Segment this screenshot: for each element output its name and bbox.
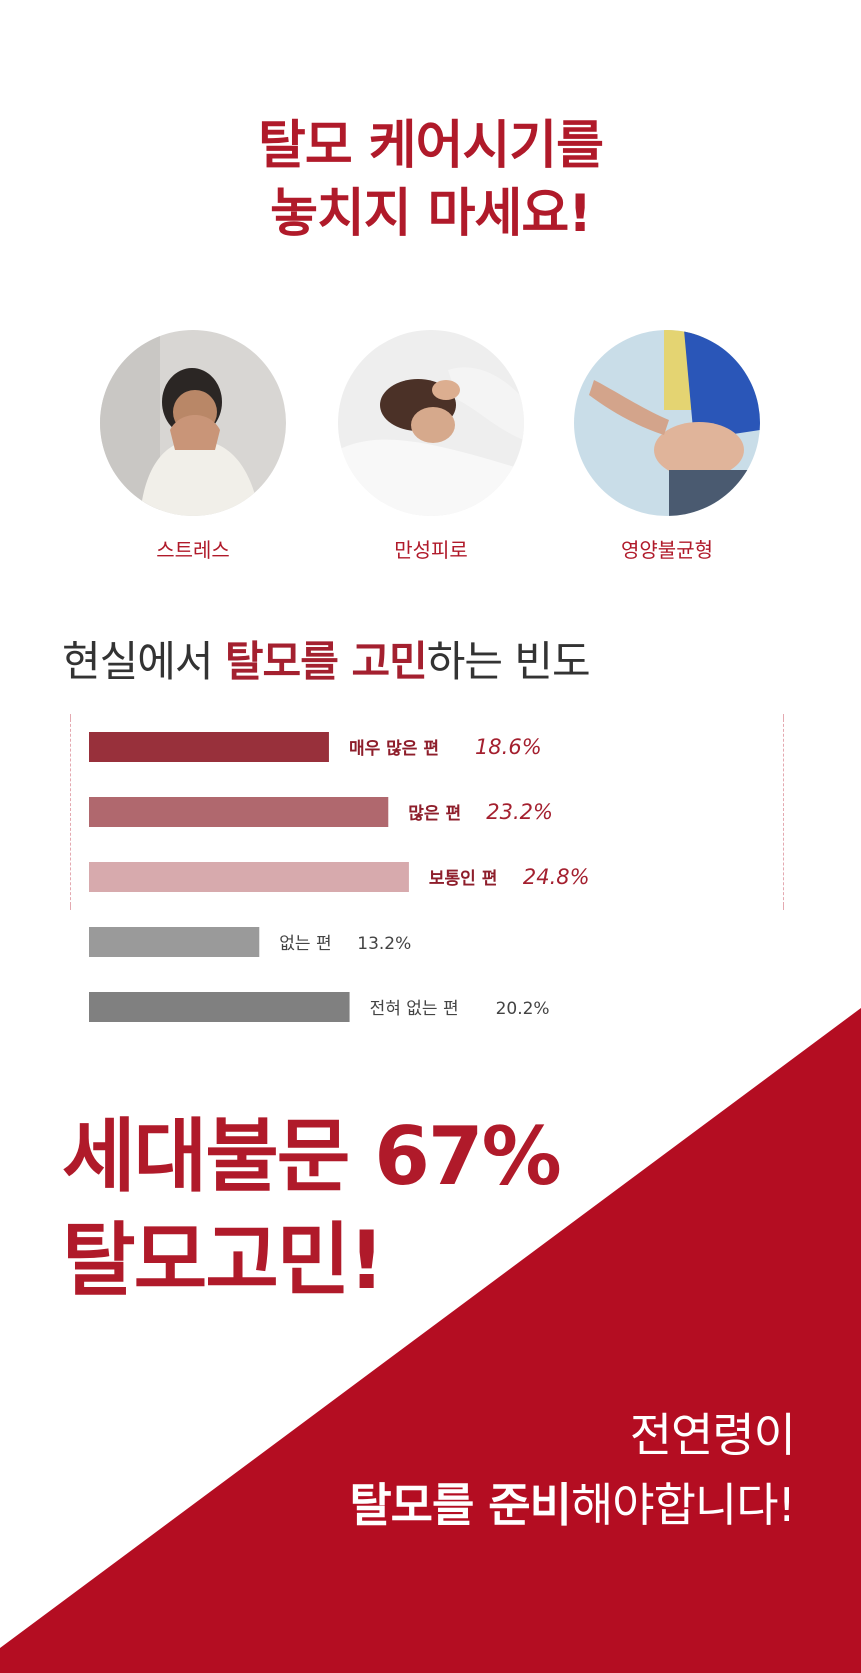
bar-category-label: 매우 많은 편 <box>349 739 439 759</box>
headline-line-2: 놓치지 마세요! <box>270 184 592 244</box>
cause-label: 스트레스 <box>156 538 230 562</box>
bar-1 <box>89 732 329 762</box>
frequency-title-part1: 현실에서 <box>62 637 225 686</box>
closing-line-1: 전연령이 <box>629 1408 796 1462</box>
belly-pinch-photo <box>574 330 760 516</box>
highlight-bracket <box>70 714 784 910</box>
headline: 탈모 케어시기를 놓치지 마세요! <box>0 112 861 248</box>
bar-5 <box>89 992 350 1022</box>
summary-line-1: 세대불문 67% <box>62 1110 562 1203</box>
bar-value-label: 18.6% <box>475 735 542 759</box>
bar-3 <box>89 862 409 892</box>
closing-text: 전연령이 탈모를 준비해야합니다! <box>349 1400 796 1540</box>
tired-woman-in-bed-photo <box>338 330 524 516</box>
bar-category-label: 많은 편 <box>408 804 461 824</box>
bar-value-label: 24.8% <box>523 865 590 889</box>
bar-value-label: 20.2% <box>496 999 550 1019</box>
frequency-title-part2: 하는 빈도 <box>426 637 591 686</box>
bar-category-label: 보통인 편 <box>429 869 497 889</box>
cause-label: 만성피로 <box>394 538 468 562</box>
bar-category-label: 없는 편 <box>279 934 331 954</box>
frequency-title: 현실에서 탈모를 고민하는 빈도 <box>62 628 591 689</box>
cause-fatigue: 만성피로 <box>338 330 524 563</box>
bar-value-label: 23.2% <box>486 800 553 824</box>
bar-4 <box>89 927 260 957</box>
closing-line-2: 탈모를 준비해야합니다! <box>349 1470 796 1540</box>
summary-text: 세대불문 67% 탈모고민! <box>62 1105 562 1313</box>
frequency-title-emphasis: 탈모를 고민 <box>224 637 428 686</box>
closing-emphasis: 탈모를 준비 <box>349 1478 572 1532</box>
headline-line-1: 탈모 케어시기를 <box>258 116 604 176</box>
cause-nutrition: 영양불균형 <box>574 330 760 563</box>
stressed-woman-photo <box>100 330 286 516</box>
bar-2 <box>89 797 389 827</box>
summary-line-2: 탈모고민! <box>62 1214 385 1307</box>
closing-rest: 해야합니다! <box>570 1478 796 1532</box>
cause-label: 영양불균형 <box>621 538 713 562</box>
frequency-bar-chart: 매우 많은 편 18.6% 많은 편 23.2% 보통인 편 24.8% 없는 편 13.2%… <box>89 732 590 1022</box>
cause-stress: 스트레스 <box>100 330 286 563</box>
bar-category-label: 전혀 없는 편 <box>370 999 459 1019</box>
bar-value-label: 13.2% <box>357 934 411 954</box>
